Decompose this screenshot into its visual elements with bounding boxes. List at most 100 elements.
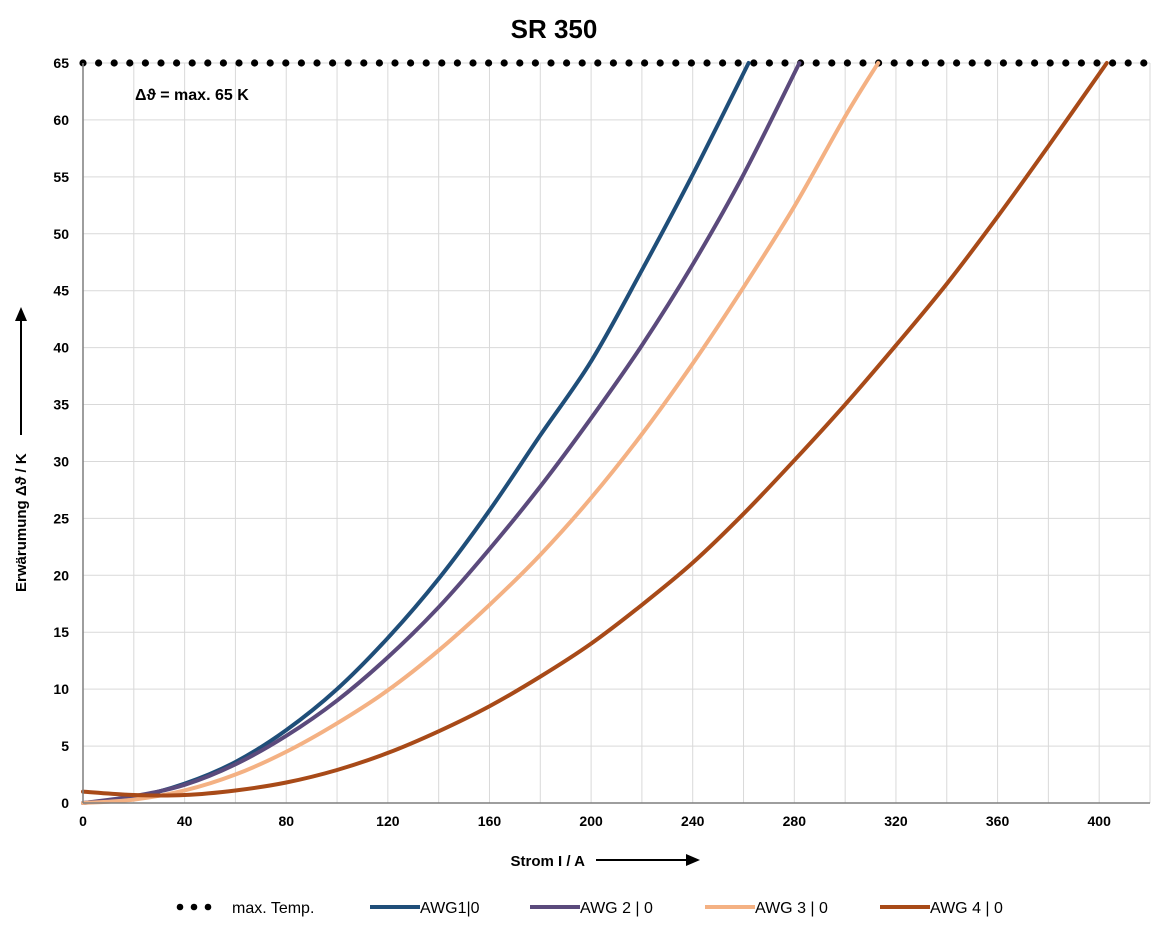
legend: max. Temp. AWG1|0 AWG 2 | 0 AWG 3 | 0 AWG 4 … [176,900,1003,917]
y-tick-label: 35 [53,397,69,413]
max-temp-point [547,59,555,67]
max-temp-point [734,59,742,67]
x-axis-title: Strom I / A [511,853,586,870]
legend-label: AWG 2 | 0 [580,900,653,917]
x-tick-label: 280 [783,813,807,829]
x-tick-label: 160 [478,813,502,829]
max-temp-point [781,59,789,67]
series-line-awg-4-0 [81,61,1109,798]
max-temp-point [1015,59,1023,67]
max-temp-point [422,59,430,67]
max-temp-point [812,59,820,67]
max-temp-point [500,59,508,67]
grid [83,62,1151,803]
max-temp-point [687,59,696,67]
max-temp-point [594,59,602,67]
max-temp-point [953,59,961,67]
max-temp-point [438,59,446,67]
max-temp-point [126,59,134,67]
max-temp-point [188,59,196,67]
legend-marker-dot [204,903,212,911]
max-temp-point [110,59,118,67]
y-tick-label: 5 [61,738,69,754]
max-temp-point [95,59,103,67]
max-temp-point [141,59,149,67]
legend-label: AWG 4 | 0 [930,900,1003,917]
max-temperature-annotation: Δϑ = max. 65 K [135,87,249,104]
max-temp-point [219,59,227,67]
max-temp-point [937,59,945,67]
y-axis-title: Erwärumung Δϑ / K [13,453,30,592]
legend-label: AWG 3 | 0 [755,900,828,917]
max-temp-point [859,59,867,67]
y-tick-label: 60 [53,112,69,128]
max-temp-point [516,59,524,67]
y-tick-label: 45 [53,283,69,299]
max-temp-point [391,59,399,67]
max-temp-point [1140,59,1148,67]
max-temp-point [968,59,976,67]
max-temp-point [1093,59,1101,67]
y-tick-label: 10 [53,681,69,697]
max-temp-point [204,59,212,67]
max-temp-point [578,59,586,67]
max-temp-point [1046,59,1054,67]
x-tick-label: 200 [579,813,603,829]
max-temp-point [344,59,352,67]
y-tick-label: 20 [53,567,69,583]
max-temp-point [485,59,493,67]
legend-marker-dot [190,903,198,911]
max-temp-point [173,59,181,67]
chart-title: SR 350 [511,14,598,44]
max-temp-point [313,59,321,67]
max-temp-point [1077,59,1085,67]
max-temp-point [407,59,415,67]
x-tick-label: 0 [79,813,87,829]
max-temp-point [1109,59,1117,67]
max-temp-point [1124,59,1132,67]
y-tick-label: 15 [53,624,69,640]
axes: 0 40 80 120 160 200 240 280 320 360 400 0 5 10 15 20 25 3… [53,55,1150,829]
max-temp-point [921,59,930,67]
y-tick-label: 50 [53,226,69,242]
max-temp-point [843,59,852,67]
legend-marker-dot [176,903,184,911]
max-temp-point [1031,59,1039,67]
legend-label: AWG1|0 [420,900,480,917]
y-axis-title-arrowhead-icon [15,307,27,321]
y-axis-title-group: Erwärumung Δϑ / K [13,307,30,592]
max-temp-point [282,59,290,67]
max-temp-point [750,59,758,67]
series-layer [79,59,1148,805]
max-temp-point [656,59,664,67]
x-tick-label: 240 [681,813,705,829]
x-tick-label: 80 [278,813,294,829]
max-temp-point [251,59,259,67]
x-axis-title-arrowhead-icon [686,854,700,866]
legend-label: max. Temp. [232,900,314,917]
max-temp-point [266,59,274,67]
max-temp-point [765,59,774,67]
max-temp-point [297,59,305,67]
y-tick-label: 55 [53,169,69,185]
y-tick-label: 0 [61,795,69,811]
x-tick-label: 360 [986,813,1010,829]
max-temp-point [469,59,477,67]
y-tick-label: 30 [53,453,69,469]
series-line-awg-3-0 [81,61,881,805]
x-tick-label: 400 [1088,813,1112,829]
max-temp-point [453,59,461,67]
max-temp-point [375,59,383,67]
x-tick-label: 120 [376,813,400,829]
y-tick-label: 25 [53,510,69,526]
y-tick-label: 40 [53,340,69,356]
y-tick-label: 65 [53,55,69,71]
max-temp-point [625,59,633,67]
max-temp-point [672,59,680,67]
max-temp-point [235,59,243,67]
max-temp-point [360,59,368,67]
x-tick-label: 320 [884,813,908,829]
max-temp-point [641,59,649,67]
